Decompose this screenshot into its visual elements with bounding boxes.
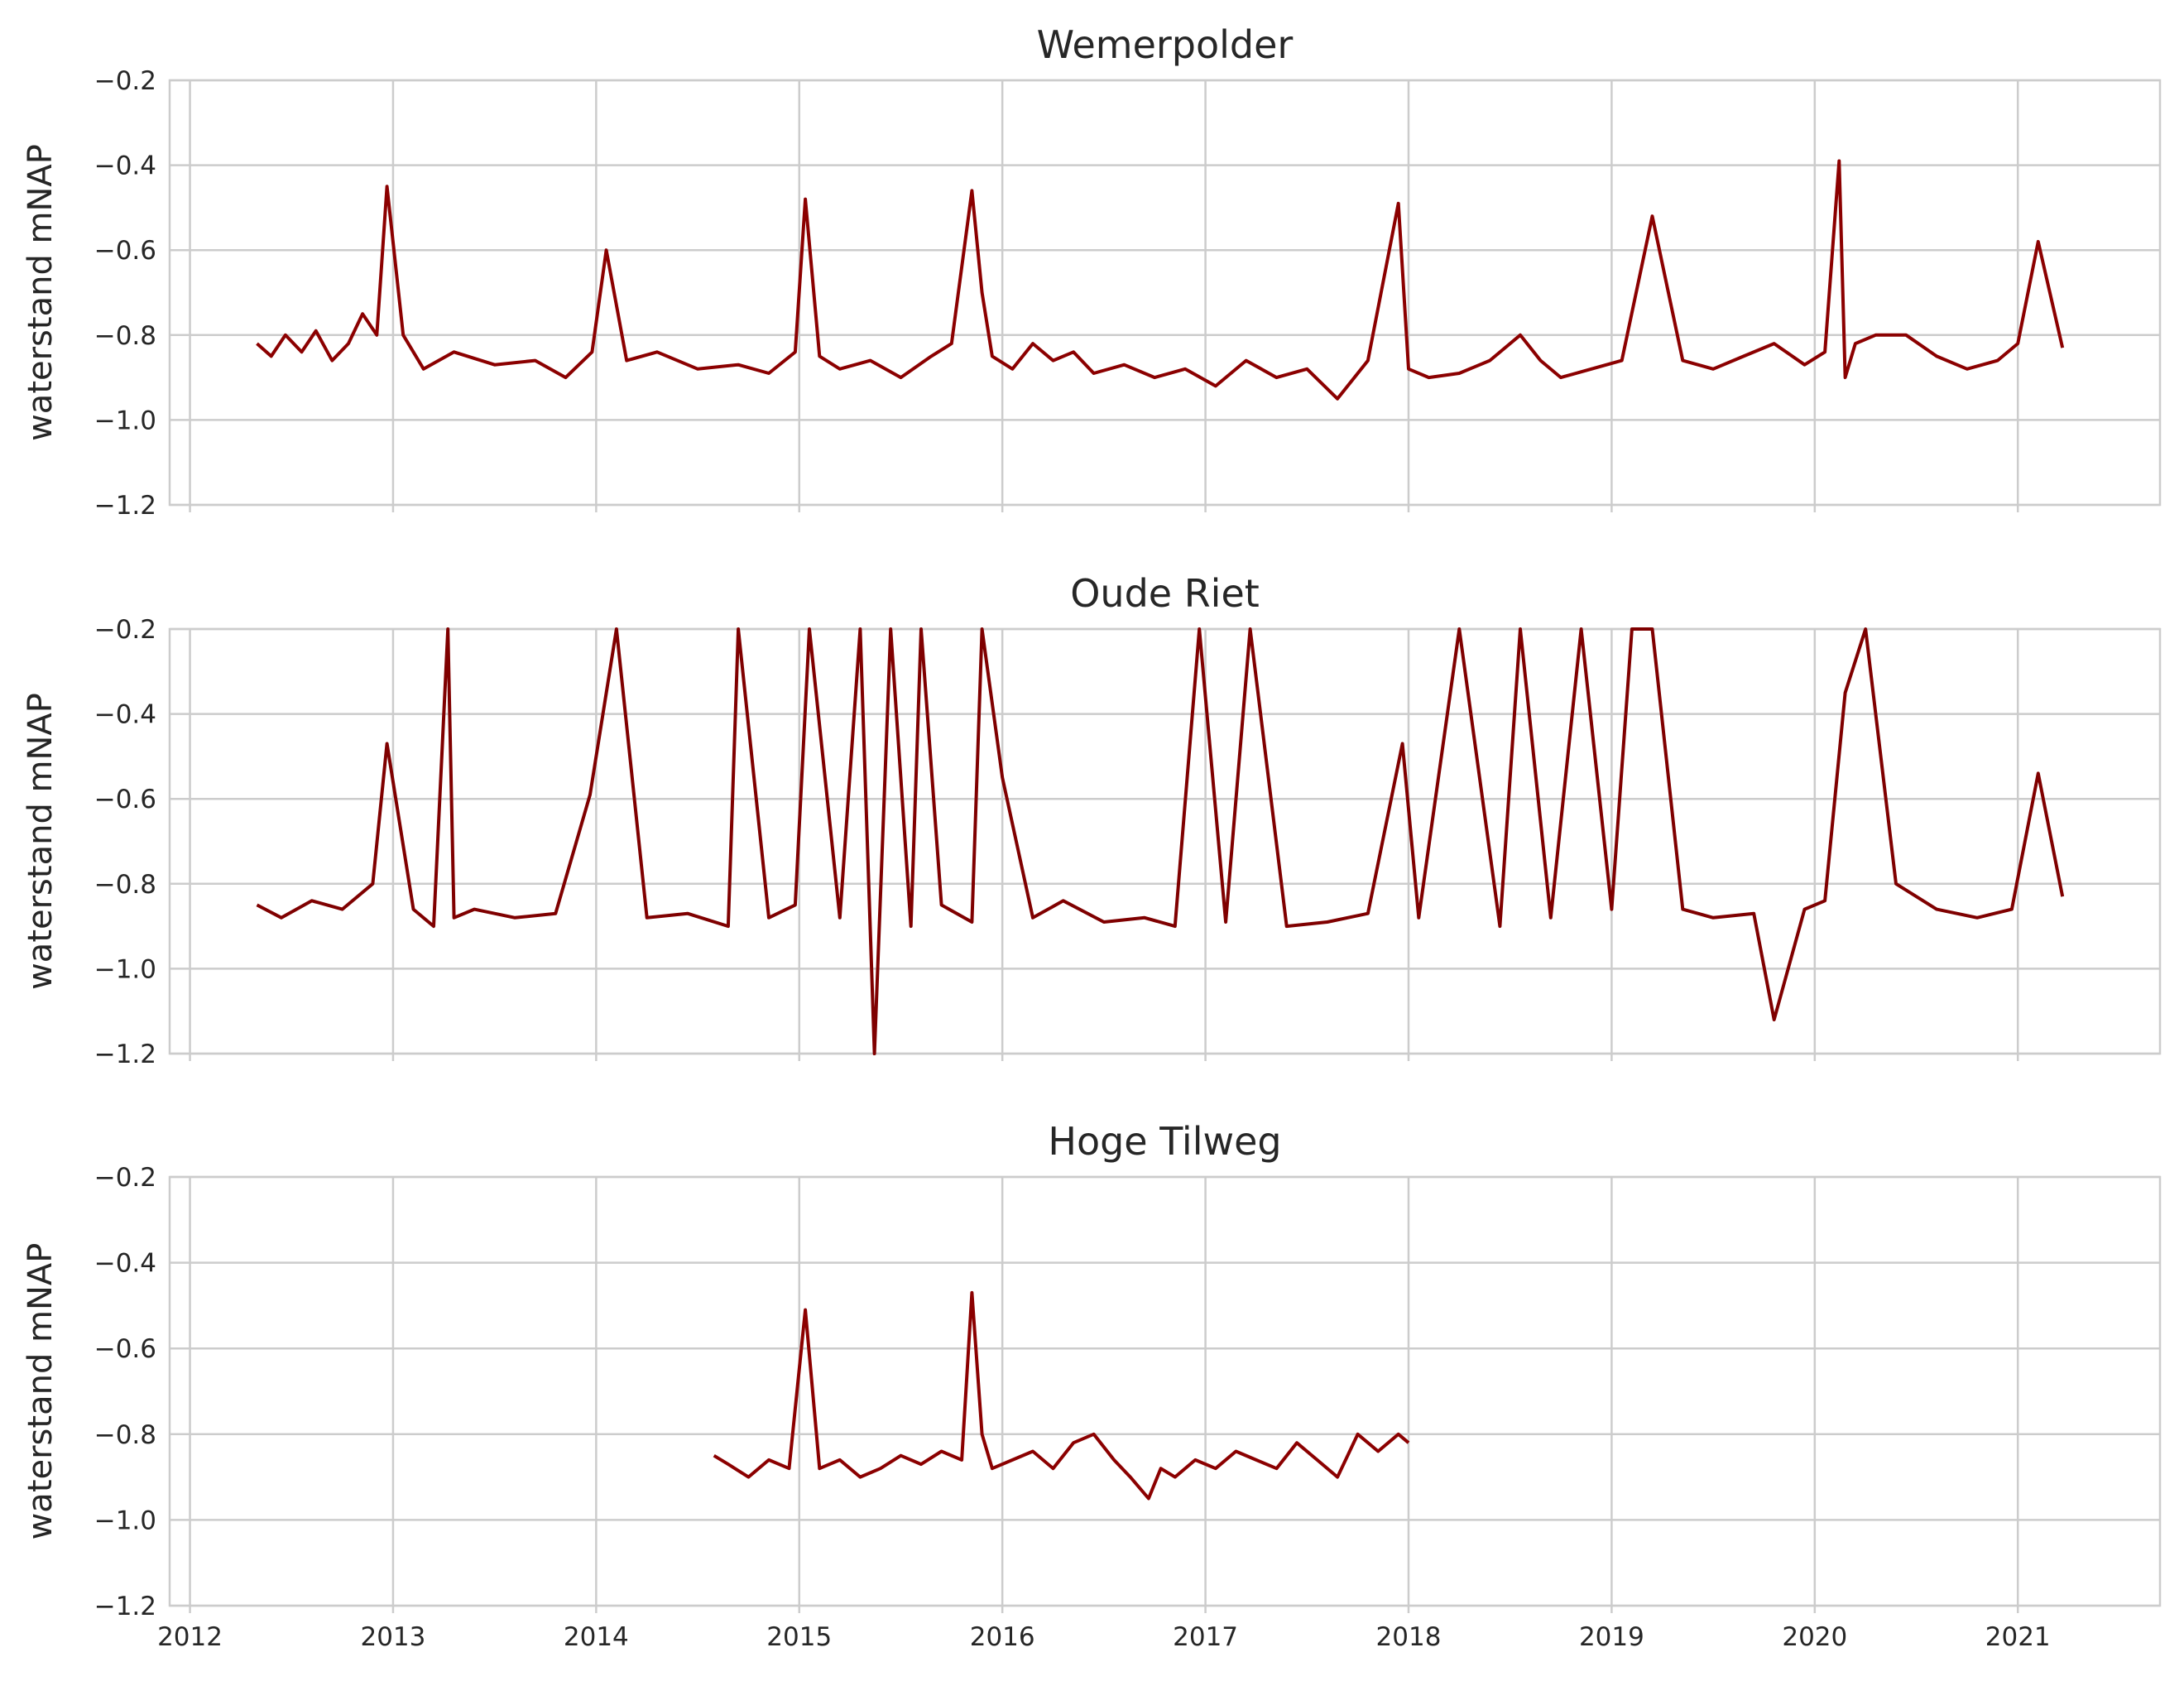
y-tick-label-wemerpolder-2: −0.6: [94, 236, 156, 266]
y-tick-label-hoge-tilweg-4: −1.0: [94, 1506, 156, 1535]
y-tick-label-wemerpolder-0: −0.2: [94, 66, 156, 96]
x-tick-label-hoge-tilweg-8: 2020: [1782, 1622, 1847, 1652]
axes-frame-wemerpolder: [168, 79, 2162, 507]
y-tick-label-oude-riet-3: −0.8: [94, 870, 156, 900]
axes-frame-oude-riet: [168, 627, 2162, 1055]
x-tick-label-hoge-tilweg-7: 2019: [1579, 1622, 1644, 1652]
y-tick-label-wemerpolder-5: −1.2: [94, 491, 156, 521]
x-tick-label-hoge-tilweg-2: 2014: [564, 1622, 629, 1652]
y-tick-label-oude-riet-4: −1.0: [94, 954, 156, 984]
axes-frame-hoge-tilweg: [168, 1175, 2162, 1607]
y-tick-label-wemerpolder-3: −0.8: [94, 321, 156, 351]
series-line-wemerpolder-0: [256, 159, 2065, 401]
y-tick-label-wemerpolder-4: −1.0: [94, 406, 156, 435]
y-tick-label-oude-riet-0: −0.2: [94, 615, 156, 645]
title-wemerpolder: Wemerpolder: [1037, 22, 1294, 67]
y-tick-label-oude-riet-2: −0.6: [94, 785, 156, 814]
series-line-oude-riet-0: [256, 627, 2065, 1055]
x-tick-label-hoge-tilweg-3: 2015: [766, 1622, 832, 1652]
ylabel-hoge-tilweg: waterstand mNAP: [22, 1243, 60, 1540]
y-tick-label-wemerpolder-1: −0.4: [94, 151, 156, 181]
ylabel-oude-riet: waterstand mNAP: [22, 693, 60, 990]
y-tick-label-oude-riet-1: −0.4: [94, 700, 156, 730]
y-tick-label-oude-riet-5: −1.2: [94, 1040, 156, 1069]
y-tick-label-hoge-tilweg-5: −1.2: [94, 1592, 156, 1621]
x-tick-label-hoge-tilweg-4: 2016: [970, 1622, 1035, 1652]
y-tick-label-hoge-tilweg-3: −0.8: [94, 1420, 156, 1450]
x-tick-label-hoge-tilweg-9: 2021: [1985, 1622, 2051, 1652]
title-oude-riet: Oude Riet: [1070, 571, 1260, 616]
y-tick-label-hoge-tilweg-1: −0.4: [94, 1249, 156, 1279]
series-line-hoge-tilweg-0: [713, 1290, 1410, 1501]
subplot-hoge-tilweg: Hoge Tilweg waterstand mNAP −0.2 −0.4 −0.6…: [22, 1119, 2162, 1652]
x-tick-label-hoge-tilweg-0: 2012: [157, 1622, 223, 1652]
y-tick-label-hoge-tilweg-2: −0.6: [94, 1334, 156, 1364]
subplot-wemerpolder: Wemerpolder waterstand mNAP −0.2 −0.4 −0.6…: [22, 22, 2162, 521]
x-tick-label-hoge-tilweg-6: 2018: [1376, 1622, 1442, 1652]
subplot-oude-riet: Oude Riet waterstand mNAP −0.2 −0.4 −0.6 −0…: [22, 571, 2162, 1069]
y-tick-label-hoge-tilweg-0: −0.2: [94, 1163, 156, 1193]
title-hoge-tilweg: Hoge Tilweg: [1048, 1119, 1281, 1164]
x-tick-label-hoge-tilweg-5: 2017: [1173, 1622, 1238, 1652]
ylabel-wemerpolder: waterstand mNAP: [22, 144, 60, 441]
x-tick-label-hoge-tilweg-1: 2013: [360, 1622, 425, 1652]
